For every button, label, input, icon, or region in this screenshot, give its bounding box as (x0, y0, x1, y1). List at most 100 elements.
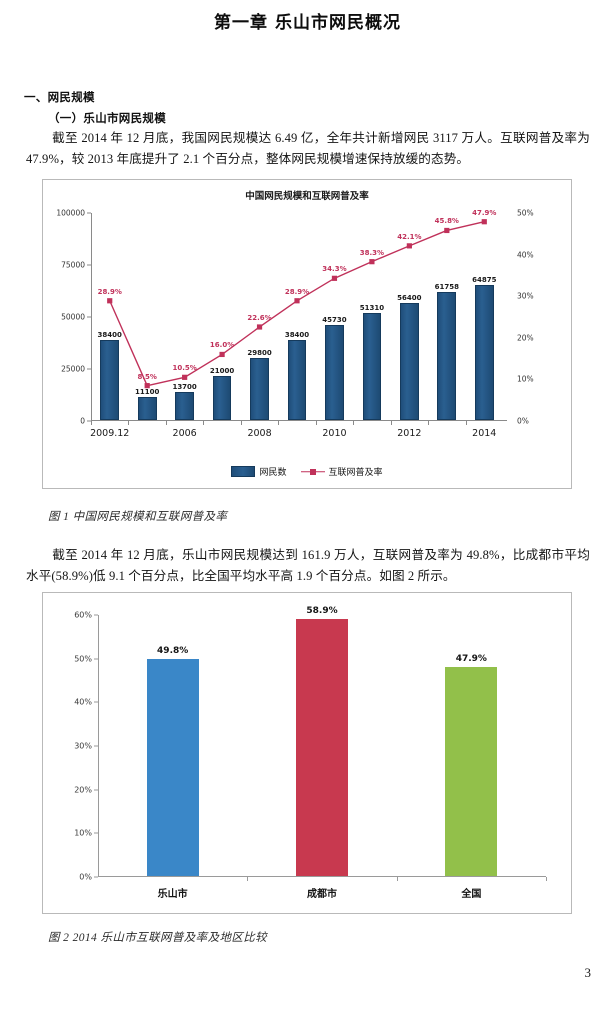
chart-1-y-tick-mark (87, 212, 91, 214)
chart-1-bar (287, 340, 307, 420)
chart-1-y-right-tick: 50% (517, 208, 534, 218)
chart-1-x-tick-mark (278, 421, 280, 425)
chart-1-x-tick-mark (428, 421, 430, 425)
body-paragraph-1: 截至 2014 年 12 月底，我国网民规模达 6.49 亿，全年共计新增网民 … (26, 128, 590, 170)
chart-2-x-tick-mark (396, 877, 398, 881)
chart-1-x-tick-label: 2014 (472, 428, 497, 439)
chart-2-y-tick-mark (94, 745, 98, 747)
chart-2-x-tick-label: 全国 (461, 889, 482, 900)
chart-1-x-tick-mark (240, 421, 242, 425)
chart-1-y-right-tick: 20% (517, 333, 534, 343)
figure-2-caption: 图 2 2014 乐山市互联网普及率及地区比较 (48, 932, 268, 944)
figure-2-chart: 0% 10% 20% 30% 40% 50% 60% 49.8% 乐山市 58.9% 成都市 47.9… (42, 592, 572, 914)
chart-1-bar (137, 396, 157, 420)
chart-1-y-tick-mark (87, 420, 91, 422)
chart-1-x-tick-label: 2006 (172, 428, 197, 439)
chart-2-bar (445, 666, 498, 876)
chart-1-line-value-label: 42.1% (397, 232, 422, 241)
chart-1-line-value-label: 47.9% (472, 208, 497, 217)
chart-1-y-axis (91, 213, 92, 421)
legend-item-bars: 网民数 (231, 465, 287, 478)
chart-2-x-tick-mark (546, 877, 547, 881)
chart-1-bar (212, 376, 232, 420)
chart-1-y-left-tick: 25000 (61, 364, 85, 374)
chart-1-x-tick-label: 2009.12 (90, 428, 130, 439)
page-title: 第一章 乐山市网民概况 (214, 13, 401, 33)
figure-1-caption: 图 1 中国网民规模和互联网普及率 (48, 511, 228, 523)
chart-1-bar (437, 291, 457, 420)
chart-2-y-tick-label: 0% (79, 872, 92, 882)
figure-1-chart: 中国网民规模和互联网普及率 0 25000 50000 75000 100000 0% 10… (42, 179, 572, 489)
chart-2-bar (296, 618, 348, 876)
chart-1-y-left-tick: 100000 (56, 208, 85, 218)
chart-2-x-tick-mark (247, 877, 249, 881)
chart-1-line-value-label: 38.3% (359, 248, 385, 257)
chart-1-bar-value-label: 45730 (322, 315, 347, 324)
chart-1-bar (250, 358, 269, 420)
chart-1-bar (325, 324, 344, 420)
chart-1-line-value-label: 22.6% (247, 313, 272, 322)
chart-1-bar-value-label: 38400 (97, 331, 122, 340)
chart-1-bar-value-label: 51310 (359, 304, 385, 313)
chart-1-x-tick-mark (128, 421, 130, 425)
chart-1-x-tick-mark (165, 421, 167, 425)
legend-label-bars: 网民数 (259, 468, 287, 478)
chart-1-line-value-label: 10.5% (172, 364, 197, 373)
chart-2-bar-value-label: 49.8% (157, 645, 189, 656)
chart-1-plot-area: 0 25000 50000 75000 100000 0% 10% 20% 30% 40% 50% 3… (56, 209, 533, 440)
page-number: 3 (584, 965, 592, 980)
chart-1-x-tick-label: 2008 (247, 428, 272, 439)
chart-2-y-tick-label: 60% (74, 610, 92, 620)
chart-2-y-tick-label: 30% (74, 741, 92, 751)
chart-2-y-tick-label: 40% (74, 697, 92, 707)
chart-2-y-tick-mark (94, 876, 98, 878)
chart-1-line-value-label: 34.3% (322, 265, 347, 274)
chart-1-y-tick-mark (87, 368, 91, 370)
subsection-heading: （一）乐山市网民规模 (48, 111, 166, 125)
chart-1-bar-value-label: 21000 (209, 367, 235, 376)
chart-2-y-tick-mark (94, 832, 98, 834)
chart-1-y-right-tick: 30% (517, 291, 534, 301)
chart-2-y-axis (98, 615, 99, 877)
chart-2-x-tick-label: 成都市 (307, 889, 337, 900)
chart-1-x-axis (91, 420, 507, 421)
chart-1-x-tick-mark (203, 421, 205, 425)
chart-2-y-tick-mark (94, 658, 98, 660)
chart-2-y-tick-label: 10% (74, 828, 92, 838)
chart-1-bar-value-label: 11100 (134, 387, 160, 396)
chart-1-y-left-tick: 50000 (61, 312, 85, 322)
chart-1-x-tick-mark (353, 421, 355, 425)
chart-1-bar (474, 285, 494, 420)
chart-2-y-tick-label: 20% (74, 785, 92, 795)
paragraph-1-text: 截至 2014 年 12 月底，我国网民规模达 6.49 亿，全年共计新增网民 … (26, 131, 590, 166)
chart-1-line-value-label: 28.9% (97, 287, 122, 296)
chart-1-line-value-label: 45.8% (434, 217, 459, 226)
legend-label-line: 互联网普及率 (328, 468, 383, 478)
chart-1-legend: 网民数 互联网普及率 (43, 465, 571, 478)
chart-2-y-tick-label: 50% (74, 654, 92, 664)
chart-2-x-tick-label: 乐山市 (157, 889, 188, 900)
chart-1-bar (100, 340, 120, 420)
chart-1-x-tick-mark (91, 421, 92, 425)
chart-1-title: 中国网民规模和互联网普及率 (245, 191, 369, 202)
chart-1-line-value-label: 28.9% (284, 287, 310, 296)
chart-1-bar-value-label: 29800 (247, 349, 272, 358)
chart-1-y-tick-mark (87, 316, 91, 318)
chart-1-bar (175, 391, 194, 420)
chart-1-bar (400, 302, 419, 420)
chart-1-y-right-tick: 40% (517, 250, 534, 260)
chart-2-bar-value-label: 47.9% (455, 653, 487, 664)
chart-2-bar (146, 658, 199, 876)
chart-2-y-tick-mark (94, 789, 98, 791)
chart-1-bar-value-label: 38400 (284, 331, 310, 340)
chart-2-y-tick-mark (94, 701, 98, 703)
paragraph-2-text: 截至 2014 年 12 月底，乐山市网民规模达到 161.9 万人，互联网普及… (26, 548, 590, 583)
chart-1-x-tick-mark (465, 421, 467, 425)
chart-1-x-tick-label: 2010 (322, 428, 347, 439)
chart-1-y-right-tick: 0% (517, 416, 529, 426)
body-paragraph-2: 截至 2014 年 12 月底，乐山市网民规模达到 161.9 万人，互联网普及… (26, 545, 590, 587)
legend-swatch-bar-icon (231, 466, 256, 477)
chart-1-y-left-tick: 0 (80, 416, 85, 426)
chart-1-y-right-tick: 10% (517, 374, 534, 384)
